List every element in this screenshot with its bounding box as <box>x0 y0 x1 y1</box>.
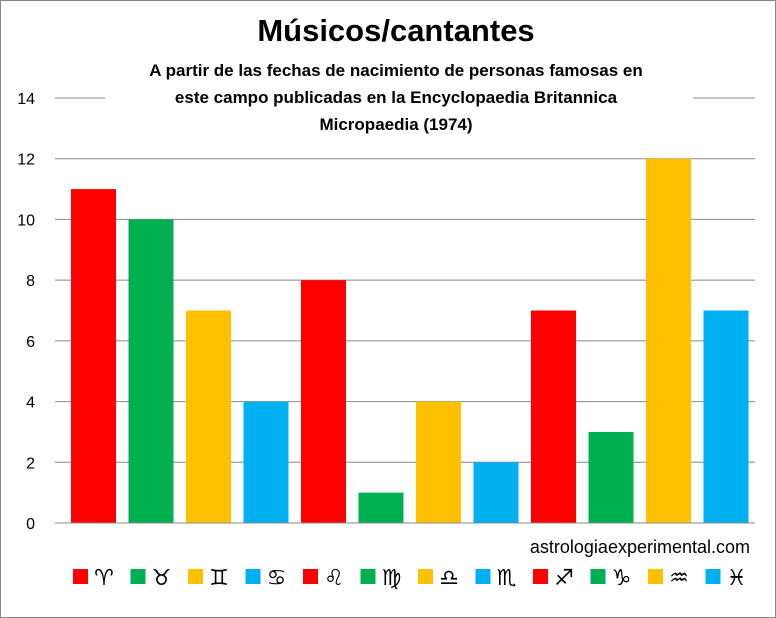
y-tick-label: 10 <box>17 212 35 229</box>
bar-libra <box>416 401 461 523</box>
leo-icon: ♌︎ <box>324 566 344 591</box>
bars <box>71 158 749 524</box>
legend-swatch <box>73 569 88 584</box>
legend-swatch <box>418 569 433 584</box>
bar-virgo <box>358 492 404 523</box>
legend-swatch <box>590 569 606 584</box>
bar-taurus <box>128 219 174 523</box>
bar-pisces <box>703 310 749 523</box>
legend-swatch <box>475 569 491 584</box>
aquarius-icon: ♒︎ <box>669 566 689 591</box>
scorpio-icon: ♏︎ <box>497 566 517 591</box>
bar-leo <box>301 280 346 523</box>
bar-aries <box>71 189 116 524</box>
libra-icon: ♎︎ <box>439 566 459 591</box>
y-tick-label: 12 <box>17 152 35 169</box>
chart-title: Músicos/cantantes <box>257 13 534 48</box>
legend-swatch <box>648 569 663 584</box>
y-tick-label: 6 <box>26 334 35 351</box>
bar-aquarius <box>646 158 691 523</box>
watermark-text: astrologiaexperimental.com <box>530 537 750 557</box>
legend: ♈︎ ♉︎ ♊︎ ♋︎ ♌︎ ♍︎ ♎︎ ♏︎ ♐︎ ♑︎ ♒︎ ♓︎ <box>73 566 746 591</box>
bar-sagittarius <box>531 310 576 523</box>
bar-cancer <box>243 401 289 523</box>
y-tick-label: 4 <box>26 395 35 412</box>
legend-swatch <box>188 569 203 584</box>
y-tick-label: 8 <box>26 273 35 290</box>
taurus-icon: ♉︎ <box>152 566 172 591</box>
gemini-icon: ♊︎ <box>209 566 229 591</box>
y-tick-label: 0 <box>26 516 35 533</box>
chart-subtitle-line: A partir de las fechas de nacimiento de … <box>149 61 643 80</box>
subtitle-background <box>105 52 693 136</box>
y-tick-label: 14 <box>17 91 35 108</box>
aries-icon: ♈︎ <box>94 566 114 591</box>
y-tick-label: 2 <box>26 455 35 472</box>
pisces-icon: ♓︎ <box>727 566 747 591</box>
bar-capricorn <box>588 431 634 523</box>
cancer-icon: ♋︎ <box>267 566 287 591</box>
legend-swatch <box>130 569 146 584</box>
bar-gemini <box>186 310 231 523</box>
chart-subtitle-line: Micropaedia (1974) <box>319 115 472 134</box>
legend-swatch <box>303 569 318 584</box>
legend-swatch <box>705 569 721 584</box>
chart-subtitle-line: este campo publicadas en la Encyclopaedi… <box>175 88 618 107</box>
legend-swatch <box>245 569 261 584</box>
virgo-icon: ♍︎ <box>382 566 402 591</box>
y-axis-ticks: 0 2 4 6 8 10 12 14 <box>17 91 35 533</box>
legend-swatch <box>360 569 376 584</box>
sagittarius-icon: ♐︎ <box>554 566 574 591</box>
legend-swatch <box>533 569 548 584</box>
bar-scorpio <box>473 462 519 523</box>
capricorn-icon: ♑︎ <box>612 566 632 591</box>
